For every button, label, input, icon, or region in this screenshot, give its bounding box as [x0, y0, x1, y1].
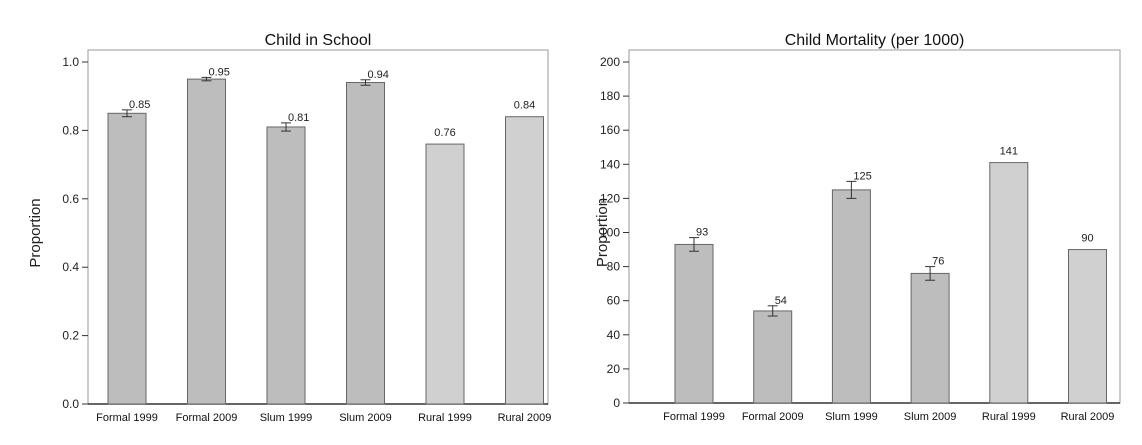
y-tick-label: 0.2 — [62, 329, 79, 343]
y-tick-label: 0.0 — [62, 397, 79, 411]
data-label: 54 — [775, 295, 787, 307]
x-category-label: Rural 2009 — [1061, 411, 1115, 423]
bar — [831, 189, 871, 404]
data-label: 0.95 — [209, 66, 230, 78]
y-tick-label: 180 — [600, 89, 620, 103]
bar — [107, 112, 147, 405]
x-category-label: Slum 1999 — [825, 411, 878, 423]
y-tick-label: 160 — [600, 123, 620, 137]
bar — [989, 162, 1029, 404]
y-axis-label: Proportion — [594, 198, 611, 267]
data-label: 0.81 — [288, 112, 309, 124]
data-label: 125 — [853, 170, 871, 182]
plot-frame — [87, 49, 549, 405]
x-category-label: Slum 2009 — [904, 411, 957, 423]
y-tick-label: 0.8 — [62, 123, 79, 137]
data-label: 0.84 — [514, 100, 535, 112]
x-axis-categories: Formal 1999 Formal 2009 Slum 1999 Slum 2009… — [663, 411, 1114, 423]
bar — [1068, 249, 1107, 404]
bar — [187, 78, 226, 405]
x-category-label: Formal 2009 — [742, 411, 804, 423]
y-tick-label: 120 — [600, 191, 620, 205]
chart-title: Child in School — [265, 32, 372, 49]
y-tick-label: 1.0 — [62, 55, 79, 69]
data-label: 0.76 — [434, 127, 455, 139]
x-axis-categories: Formal 1999 Formal 2009 Slum 1999 Slum 2009… — [96, 412, 551, 424]
y-tick-label: 0.6 — [62, 192, 79, 206]
x-category-label: Slum 2009 — [339, 412, 392, 424]
x-category-label: Formal 1999 — [96, 412, 158, 424]
y-tick-label: 20 — [607, 362, 621, 376]
y-tick-label: 200 — [600, 55, 620, 69]
x-category-label: Rural 2009 — [498, 412, 552, 424]
bar — [674, 243, 714, 404]
y-tick-label: 80 — [607, 260, 621, 274]
child-in-school-chart: Child in School Proportion 0.00.20.40.60… — [27, 32, 551, 424]
y-tick-label: 140 — [600, 157, 620, 171]
bar — [753, 310, 793, 404]
x-category-label: Formal 1999 — [663, 411, 725, 423]
bar — [266, 126, 306, 405]
data-label: 76 — [932, 256, 944, 268]
chart-title: Child Mortality (per 1000) — [785, 32, 965, 49]
bars: 0.85 0.95 0.81 0.94 0.76 0.84 — [107, 66, 544, 405]
bar — [346, 82, 385, 405]
data-label: 141 — [1000, 146, 1018, 158]
y-tick-label: 40 — [607, 328, 621, 342]
bars: 93 54 125 76 141 90 — [674, 146, 1107, 404]
y-tick-label: 0 — [613, 396, 620, 410]
y-tick-label: 100 — [600, 226, 620, 240]
data-label: 0.94 — [368, 69, 389, 81]
y-tick-label: 0.4 — [62, 260, 79, 274]
child-mortality-chart: Child Mortality (per 1000) Proportion 0 2… — [594, 32, 1121, 423]
x-category-label: Rural 1999 — [418, 412, 472, 424]
data-label: 0.85 — [129, 99, 150, 111]
x-category-label: Rural 1999 — [982, 411, 1036, 423]
data-label: 90 — [1081, 233, 1093, 245]
y-axis-ticks: 0.0 0.2 0.4 0.6 0.8 1.0 — [62, 55, 548, 411]
x-category-label: Formal 2009 — [176, 412, 238, 424]
x-category-label: Slum 1999 — [260, 412, 313, 424]
bar — [910, 272, 950, 404]
y-axis-label: Proportion — [27, 198, 44, 267]
y-tick-label: 60 — [607, 294, 621, 308]
data-label: 93 — [696, 227, 708, 239]
bar — [505, 116, 544, 405]
bar — [425, 143, 465, 405]
